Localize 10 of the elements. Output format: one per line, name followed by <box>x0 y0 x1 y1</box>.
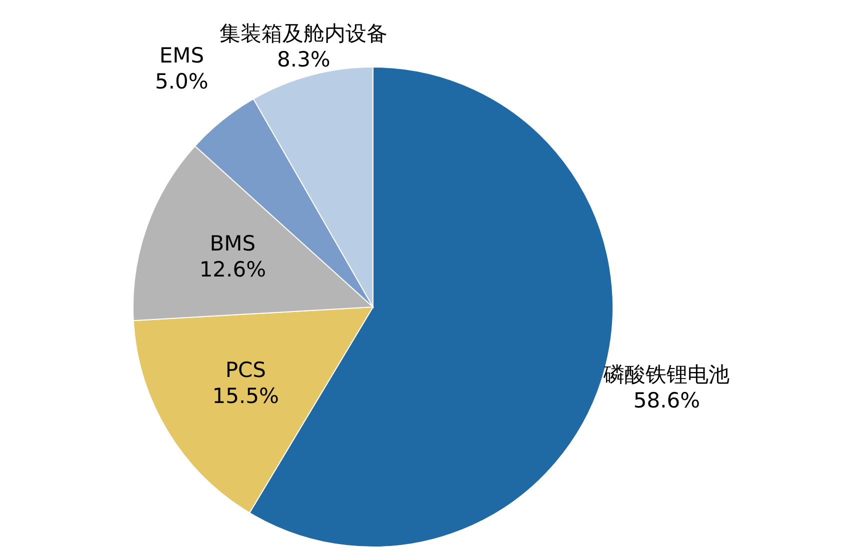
slice-label: 集装箱及舱内设备 <box>220 21 388 46</box>
slice-label: EMS <box>159 44 204 68</box>
slice-label: 磷酸铁锂电池 <box>602 362 730 386</box>
data-label: 15.5% <box>212 384 279 408</box>
data-label: 58.6% <box>633 388 700 412</box>
slice-label: PCS <box>225 358 266 382</box>
data-label: 5.0% <box>155 70 208 94</box>
slice-label: BMS <box>210 231 256 256</box>
data-label: 12.6% <box>199 257 266 282</box>
data-label: 8.3% <box>277 47 330 72</box>
